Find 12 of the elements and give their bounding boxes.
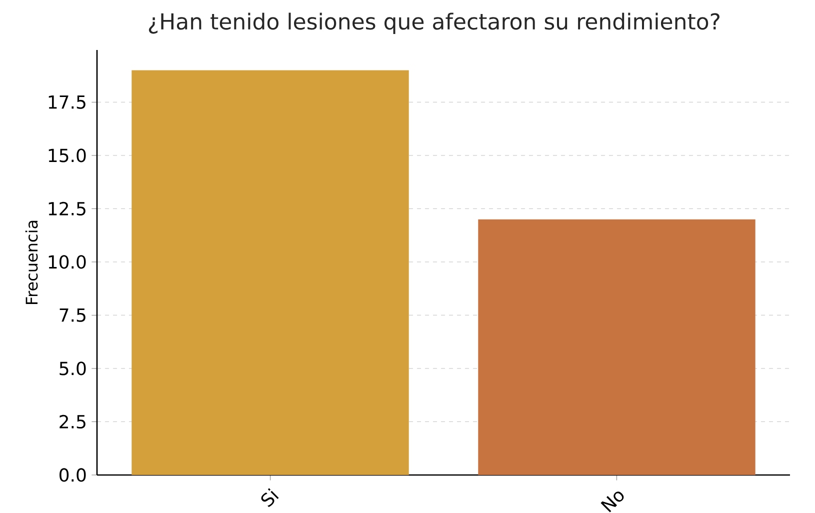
- y-axis-title: Frecuencia: [25, 220, 38, 304]
- y-tick-label: 2.5: [60, 414, 86, 429]
- y-tick-label: 7.5: [60, 308, 86, 322]
- y-tick-label: 0.0: [60, 468, 86, 482]
- chart-title: ¿Han tenido lesiones que afectaron su rendimiento?: [148, 12, 720, 34]
- y-tick-label: 15.0: [48, 148, 86, 162]
- x-tick-label: No: [600, 492, 624, 512]
- y-tick-label: 10.0: [48, 255, 86, 269]
- y-tick-label: 5.0: [60, 362, 86, 376]
- y-tick-label: 17.5: [48, 95, 86, 109]
- y-tick-label: 12.5: [48, 202, 86, 216]
- x-tick-label: Si: [261, 488, 279, 507]
